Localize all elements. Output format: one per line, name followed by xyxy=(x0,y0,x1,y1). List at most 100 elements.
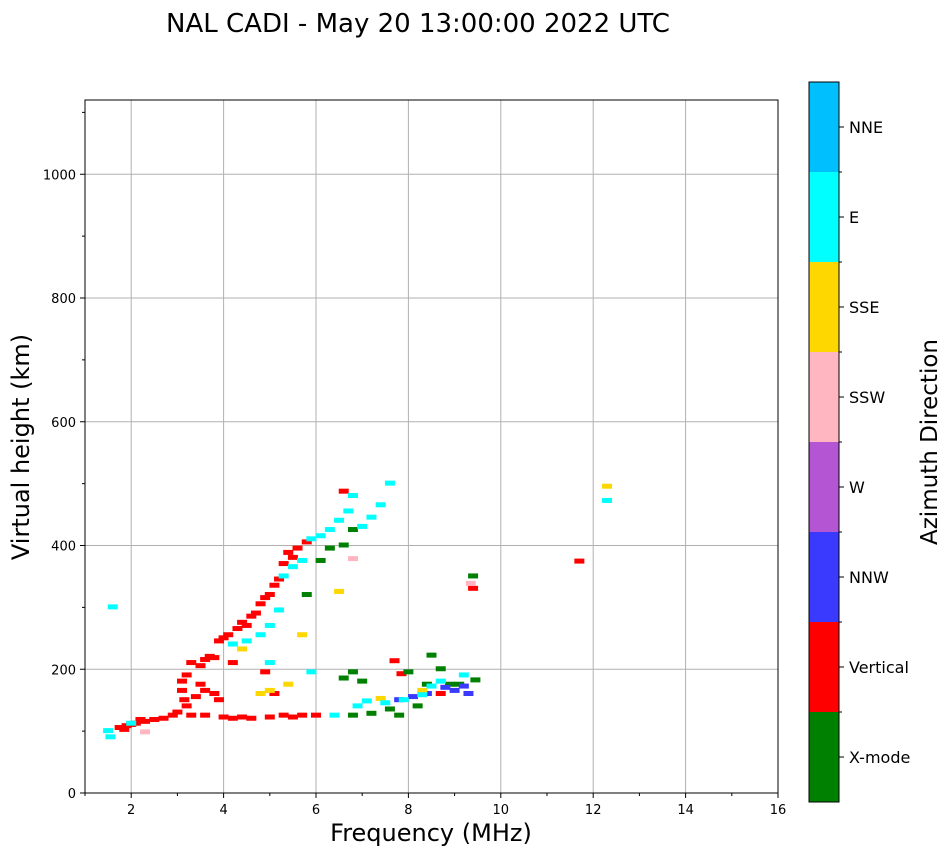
data-point-x-mode xyxy=(347,712,358,718)
data-point-vertical xyxy=(255,601,266,607)
data-point-vertical xyxy=(218,714,229,720)
axes: 2 4 6 8 10 12 14 16 0 200 400 600 800 1000 xyxy=(43,111,787,818)
colorbar-segment xyxy=(809,712,839,802)
data-point-e xyxy=(366,514,377,520)
colorbar-segment xyxy=(809,262,839,352)
data-point-vertical xyxy=(237,619,248,625)
data-point-x-mode xyxy=(338,675,349,681)
data-point-vertical xyxy=(278,561,289,567)
colorbar-tick-label: NNW xyxy=(849,568,889,587)
data-point-e xyxy=(306,669,317,675)
x-axis-label: Frequency (MHz) xyxy=(330,819,532,847)
data-points xyxy=(103,480,613,740)
data-point-vertical xyxy=(264,592,275,597)
data-point-vertical xyxy=(292,545,303,551)
data-point-e xyxy=(103,728,114,734)
data-point-e xyxy=(278,573,289,579)
data-point-e xyxy=(315,533,326,539)
data-point-vertical xyxy=(218,635,229,641)
data-point-vertical xyxy=(213,697,224,703)
data-point-e xyxy=(227,641,238,647)
data-point-vertical xyxy=(396,671,407,677)
y-tick-label: 600 xyxy=(51,416,76,431)
data-point-vertical xyxy=(186,712,197,718)
colorbar: X-mode Vertical NNW W SSW SSE E NNE xyxy=(808,81,910,803)
data-point-vertical xyxy=(301,539,312,545)
data-point-vertical xyxy=(209,691,220,696)
data-point-e xyxy=(297,557,308,563)
x-tick-label: 4 xyxy=(219,803,227,818)
data-point-vertical xyxy=(223,632,234,638)
data-point-vertical xyxy=(227,715,238,721)
data-point-vertical xyxy=(186,660,197,666)
data-point-vertical xyxy=(177,687,188,693)
data-point-x-mode xyxy=(394,712,405,718)
data-point-vertical xyxy=(172,709,183,715)
colorbar-tick-label: SSE xyxy=(849,298,879,317)
data-point-vertical xyxy=(468,585,479,591)
data-point-x-mode xyxy=(301,592,312,597)
data-point-vertical xyxy=(213,638,224,644)
data-point-vertical xyxy=(167,712,178,718)
data-point-vertical xyxy=(140,718,151,724)
x-tick-label: 10 xyxy=(493,803,510,818)
data-point-x-mode xyxy=(444,681,455,687)
data-point-sse xyxy=(264,687,275,693)
data-point-e xyxy=(602,497,613,503)
colorbar-frame xyxy=(808,81,840,803)
colorbar-segment xyxy=(809,532,839,622)
colorbar-tick-label: Vertical xyxy=(849,658,909,677)
data-point-vertical xyxy=(181,703,192,709)
data-point-vertical xyxy=(232,626,243,632)
data-point-vertical xyxy=(574,558,585,564)
data-point-x-mode xyxy=(426,652,437,658)
data-point-sse xyxy=(602,483,613,489)
data-point-x-mode xyxy=(315,557,326,563)
data-point-x-mode xyxy=(470,677,481,683)
data-point-e xyxy=(334,517,345,523)
data-point-vertical xyxy=(149,716,160,722)
data-point-x-mode xyxy=(338,542,349,548)
y-tick-label: 800 xyxy=(51,292,76,307)
data-point-e xyxy=(329,712,340,718)
colorbar-tick-label: W xyxy=(849,478,865,497)
data-point-e xyxy=(126,720,137,726)
data-point-e xyxy=(357,523,368,529)
x-tick-label: 16 xyxy=(770,803,787,818)
grid-lines xyxy=(85,100,779,794)
data-point-e xyxy=(361,698,372,704)
data-point-e xyxy=(274,607,285,613)
data-point-vertical xyxy=(200,712,211,718)
x-tick-label: 8 xyxy=(404,803,412,818)
data-point-e xyxy=(458,672,469,678)
data-point-vertical xyxy=(250,610,261,616)
data-point-vertical xyxy=(435,691,446,696)
data-point-vertical xyxy=(190,694,201,700)
data-point-x-mode xyxy=(366,710,377,716)
data-point-vertical xyxy=(287,714,298,720)
data-point-sse xyxy=(297,632,308,638)
data-point-vertical xyxy=(274,576,285,582)
data-point-sse xyxy=(237,646,248,652)
data-point-vertical xyxy=(209,655,220,661)
colorbar-segment xyxy=(809,622,839,712)
data-point-vertical xyxy=(119,726,130,732)
data-point-vertical xyxy=(287,554,298,560)
data-point-x-mode xyxy=(324,545,335,551)
data-point-vertical xyxy=(195,663,206,669)
data-point-e xyxy=(324,527,335,533)
data-point-nnw xyxy=(458,683,469,689)
data-point-vertical xyxy=(297,712,308,718)
data-point-vertical xyxy=(246,613,257,619)
colorbar-segment xyxy=(809,352,839,442)
data-point-vertical xyxy=(237,714,248,720)
chart-title: NAL CADI - May 20 13:00:00 2022 UTC xyxy=(166,9,670,39)
data-point-x-mode xyxy=(435,666,446,672)
data-point-e xyxy=(435,678,446,684)
data-point-nnw xyxy=(463,691,474,696)
data-point-vertical xyxy=(181,672,192,678)
data-point-e xyxy=(264,660,275,666)
data-point-sse xyxy=(417,687,428,693)
data-point-vertical xyxy=(200,687,211,693)
